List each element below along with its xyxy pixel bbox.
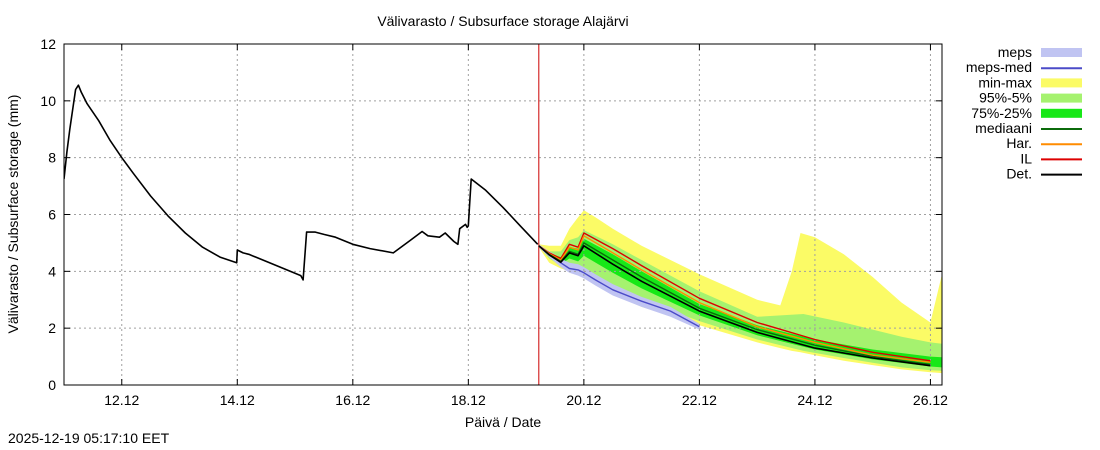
y-axis-label: Välivarasto / Subsurface storage (mm) — [5, 95, 21, 334]
legend-swatch-75-25 — [1041, 108, 1082, 118]
legend-label-har: Har. — [1006, 135, 1032, 151]
band-meps — [538, 244, 700, 330]
series-il — [538, 232, 931, 362]
axes-layer: 0 2 4 6 8 10 12 12.12 14.12 16.12 18.12 20.12 22.12 2… — [40, 36, 948, 408]
chart-title: Välivarasto / Subsurface storage Alajärv… — [377, 13, 628, 29]
legend-label-det: Det. — [1006, 166, 1032, 182]
band-95-5 — [538, 230, 942, 371]
y-tick-label: 0 — [48, 377, 56, 393]
legend-label-meps-med: meps-med — [966, 59, 1032, 75]
x-tick-label: 18.12 — [451, 392, 486, 408]
legend-label-mediaani: mediaani — [975, 120, 1032, 136]
lines-layer — [64, 84, 931, 367]
y-tick-label: 2 — [48, 320, 56, 336]
series-det — [538, 245, 931, 367]
y-tick-label: 4 — [48, 263, 56, 279]
grid-layer — [64, 44, 942, 385]
y-tick-label: 8 — [48, 150, 56, 166]
legend-label-75-25: 75%-25% — [971, 105, 1032, 121]
legend-label-95-5: 95%-5% — [979, 90, 1032, 106]
series-history — [64, 84, 539, 281]
legend-swatch-95-5 — [1041, 93, 1082, 103]
legend: mepsmeps-medmin-max95%-5%75%-25%mediaani… — [966, 44, 1082, 182]
x-tick-label: 14.12 — [220, 392, 255, 408]
x-axis-label: Päivä / Date — [465, 414, 541, 430]
x-tick-label: 26.12 — [913, 392, 948, 408]
legend-label-il: IL — [1020, 150, 1032, 166]
x-tick-label: 24.12 — [797, 392, 832, 408]
y-tick-label: 6 — [48, 207, 56, 223]
x-tick-label: 20.12 — [566, 392, 601, 408]
legend-label-min-max: min-max — [978, 74, 1032, 90]
series-har — [538, 235, 931, 363]
x-tick-label: 16.12 — [335, 392, 370, 408]
timestamp: 2025-12-19 05:17:10 EET — [8, 430, 170, 446]
x-tick-label: 12.12 — [104, 392, 139, 408]
legend-swatch-meps — [1041, 48, 1082, 57]
legend-swatch-min-max — [1041, 78, 1082, 88]
bands-layer — [538, 210, 942, 374]
legend-label-meps: meps — [998, 44, 1032, 60]
y-tick-label: 10 — [40, 93, 56, 109]
y-tick-label: 12 — [40, 36, 56, 52]
x-tick-label: 22.12 — [682, 392, 717, 408]
